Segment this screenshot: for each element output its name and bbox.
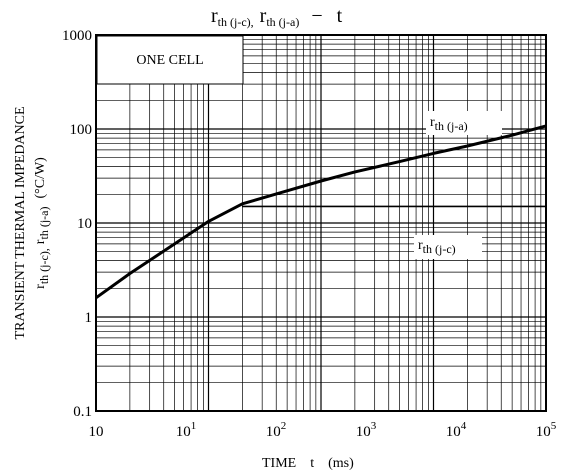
y-tick-label: 1 xyxy=(85,310,93,326)
x-tick-label: 10 xyxy=(89,424,104,440)
label-bg-jc xyxy=(414,235,482,259)
series-label-ja-sub: th (j-a) xyxy=(435,119,468,133)
series-label-ja-main: r xyxy=(430,115,435,130)
x-tick-labels: 10 101 102 103 104 105 xyxy=(89,420,557,440)
y-tick-label: 0.1 xyxy=(73,404,92,420)
title-t: t xyxy=(337,5,343,27)
series-label-jc-main: r xyxy=(418,238,423,253)
x-tick-label: 102 xyxy=(266,420,287,440)
y-axis-title-line2: rth (j-c),rth (j-a)(°C/W) xyxy=(33,157,51,289)
x-axis-symbol: t xyxy=(310,456,314,471)
series-label-jc-sub: th (j-c) xyxy=(423,242,456,256)
plot-frame xyxy=(95,34,547,412)
y-axis-title-line1: TRANSIENT THERMAL IMPEDANCE xyxy=(13,106,28,339)
y-axis-sym2: r xyxy=(33,239,48,244)
x-axis-quantity: TIME xyxy=(262,456,296,471)
series-line-rth-ja xyxy=(95,124,547,300)
chart-title: rth (j-c), rth (j-a) − t xyxy=(211,5,343,29)
x-tick-label: 103 xyxy=(356,420,377,440)
series-label-ja: rth (j-a) xyxy=(430,115,468,133)
x-tick-label: 101 xyxy=(176,420,197,440)
series-label-jc: rth (j-c) xyxy=(418,238,456,256)
title-dash: − xyxy=(311,5,322,27)
y-tick-labels: 0.1 1 10 100 1000 xyxy=(62,28,92,420)
title-r2-sub: th (j-a) xyxy=(266,15,299,29)
x-tick-label: 105 xyxy=(536,420,557,440)
y-axis-unit: (°C/W) xyxy=(33,157,48,199)
y-tick-label: 10 xyxy=(77,216,92,232)
series-group xyxy=(95,124,547,300)
y-axis-sym1: r xyxy=(33,284,48,289)
title-r2: r xyxy=(260,5,267,27)
title-r1-sub: th (j-c), xyxy=(218,15,254,29)
one-cell-label: ONE CELL xyxy=(136,53,203,68)
x-axis-unit: (ms) xyxy=(328,456,354,471)
x-tick-label: 104 xyxy=(446,420,467,440)
x-axis-title: TIME t (ms) xyxy=(262,456,354,471)
y-tick-label: 100 xyxy=(70,122,93,138)
y-tick-label: 1000 xyxy=(62,28,92,44)
label-bg-ja xyxy=(426,111,502,135)
title-r1: r xyxy=(211,5,218,27)
grid xyxy=(96,35,546,411)
y-axis-sym1-sub: th (j-c), xyxy=(37,248,51,284)
y-axis-sym2-sub: th (j-a) xyxy=(37,207,51,240)
